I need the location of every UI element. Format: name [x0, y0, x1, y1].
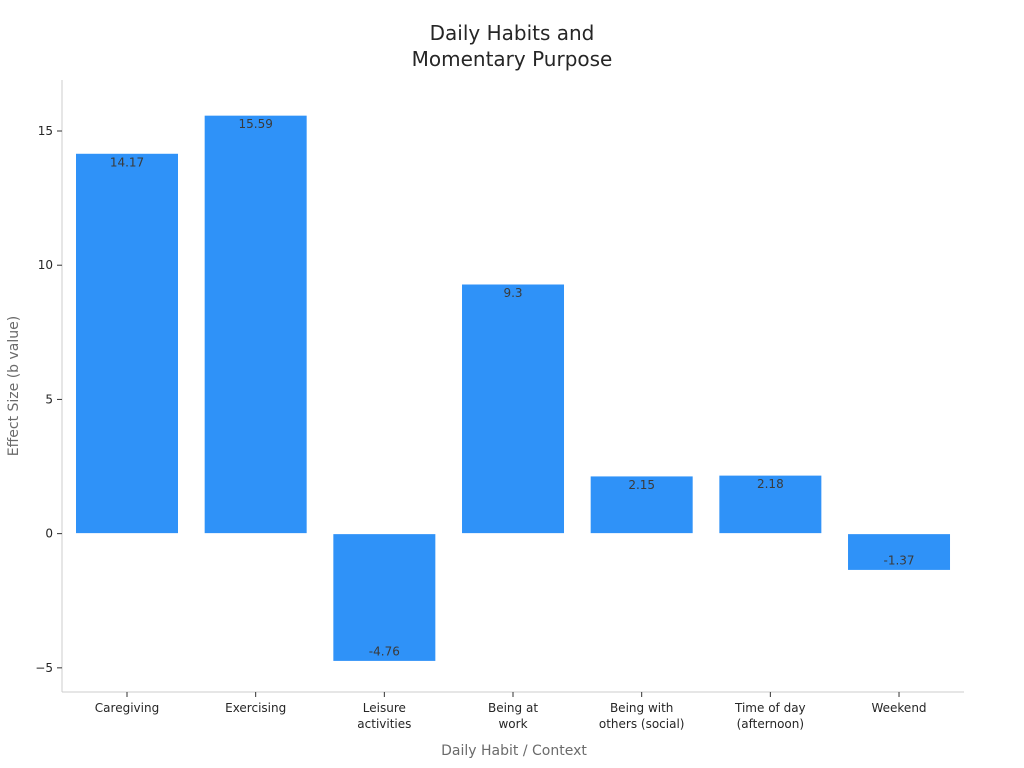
- y-tick-label: 5: [45, 392, 53, 406]
- bars: [75, 114, 952, 662]
- bar-value-label: 15.59: [238, 117, 272, 131]
- bar: [461, 283, 566, 535]
- x-axis-ticks: Caregiving Exercising Leisure activities Bei…: [95, 692, 927, 731]
- bar: [589, 475, 694, 535]
- bar-value-label: 9.3: [503, 286, 522, 300]
- bar: [75, 152, 179, 535]
- bar: [847, 533, 952, 571]
- y-axis-label: Effect Size (b value): [6, 316, 22, 456]
- chart-title-line-2: Momentary Purpose: [412, 47, 613, 71]
- chart-title-line-1: Daily Habits and: [430, 21, 595, 45]
- chart-title: Daily Habits and Momentary Purpose: [412, 21, 613, 71]
- x-tick-label: Caregiving: [95, 701, 159, 715]
- x-tick-label: Being at work: [488, 701, 538, 731]
- data-labels: 14.17 15.59 -4.76 9.3 2.15 2.18 -1.37: [110, 117, 915, 658]
- bar-value-label: 2.18: [757, 477, 784, 491]
- x-tick-label: Exercising: [225, 701, 286, 715]
- y-tick-label: 15: [38, 124, 53, 138]
- bar-value-label: 14.17: [110, 155, 144, 169]
- bar-value-label: 2.15: [628, 478, 655, 492]
- bar-value-label: -4.76: [369, 644, 400, 658]
- bar: [203, 114, 308, 535]
- x-tick-label: Being with others (social): [599, 701, 685, 731]
- bar: [332, 533, 437, 662]
- x-tick-label: Leisure activities: [357, 701, 411, 731]
- y-axis-ticks: −5 0 5 10 15: [35, 124, 62, 675]
- y-tick-label: 0: [45, 527, 53, 541]
- y-tick-label: 10: [38, 258, 53, 272]
- x-axis-label: Daily Habit / Context: [441, 743, 587, 759]
- x-tick-label: Weekend: [871, 701, 926, 715]
- x-tick-label: Time of day (afternoon): [734, 701, 806, 731]
- bar-value-label: -1.37: [883, 553, 914, 567]
- bar: [718, 474, 823, 535]
- y-tick-label: −5: [35, 661, 53, 675]
